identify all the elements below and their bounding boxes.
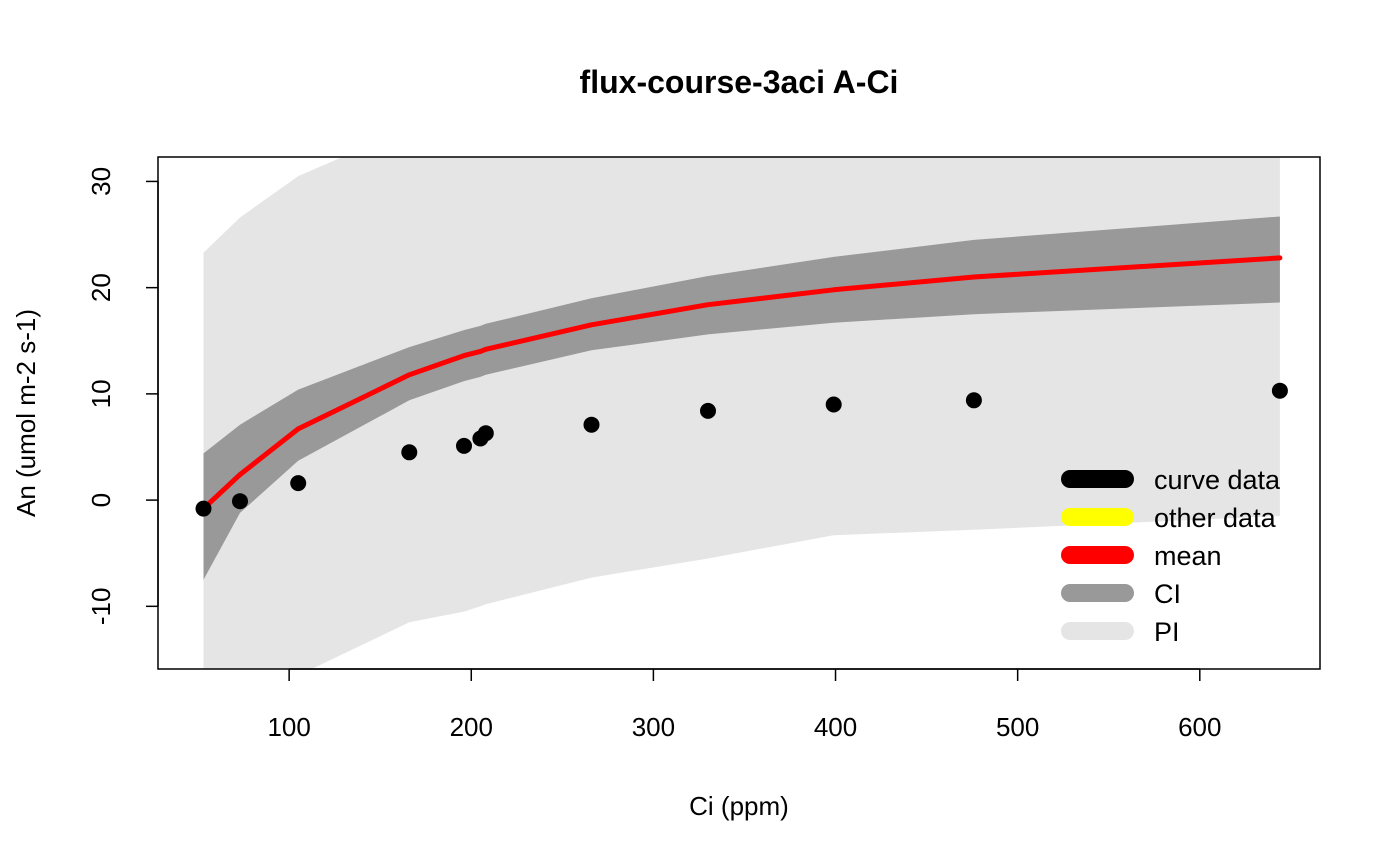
mean-line <box>201 255 1283 512</box>
data-point <box>477 425 494 442</box>
x-tick-label: 200 <box>450 712 493 742</box>
legend: curve data other data mean CI PI <box>1061 465 1281 647</box>
chart-title: flux-course-3aci A-Ci <box>580 64 899 100</box>
y-axis: -10 0 10 20 30 <box>86 167 159 626</box>
data-point <box>232 493 248 510</box>
x-tick-label: 500 <box>996 712 1039 742</box>
x-tick-label: 600 <box>1178 712 1221 742</box>
y-tick-label: 10 <box>86 379 116 408</box>
legend-label: PI <box>1154 617 1180 647</box>
y-tick-label: 30 <box>86 167 116 196</box>
data-point <box>700 402 716 419</box>
curve-data-points <box>195 382 1288 517</box>
data-point <box>965 392 982 409</box>
ci-band <box>203 216 1280 580</box>
data-point <box>290 475 307 492</box>
y-tick-label: -10 <box>86 588 116 626</box>
y-tick-label: 20 <box>86 273 116 302</box>
y-tick-label: 0 <box>86 493 116 507</box>
data-point <box>195 500 212 517</box>
data-point <box>456 437 472 454</box>
legend-label: other data <box>1154 503 1277 533</box>
x-axis: 100 200 300 400 500 600 <box>267 668 1221 742</box>
legend-label: mean <box>1154 541 1222 571</box>
x-tick-label: 100 <box>267 712 310 742</box>
x-tick-label: 300 <box>632 712 675 742</box>
legend-label: curve data <box>1154 465 1281 495</box>
y-axis-title: An (umol m-2 s-1) <box>11 309 41 517</box>
plot-area <box>195 157 1288 669</box>
data-point <box>825 396 842 413</box>
data-point <box>1271 382 1288 399</box>
x-axis-title: Ci (ppm) <box>689 791 789 821</box>
data-point <box>583 416 600 433</box>
data-point <box>401 444 418 461</box>
x-tick-label: 400 <box>814 712 857 742</box>
legend-label: CI <box>1154 579 1181 609</box>
